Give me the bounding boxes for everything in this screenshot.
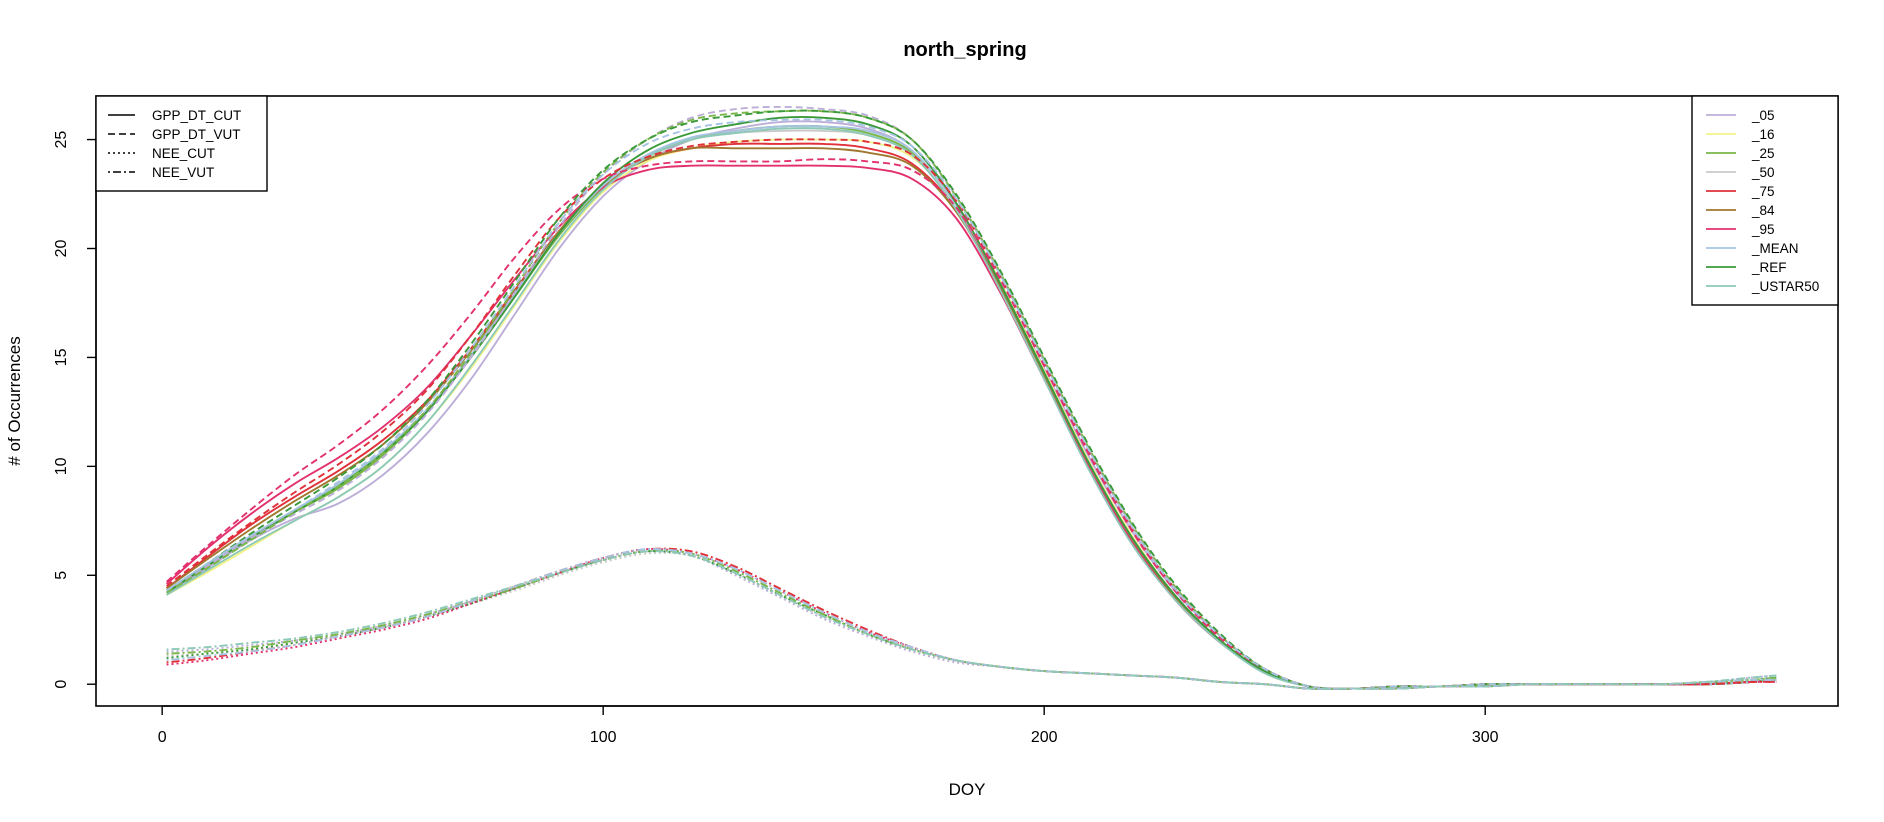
x-tick-label: 0 (158, 729, 167, 746)
legend-suffix-label: _84 (1751, 203, 1775, 218)
chart-title: north_spring (903, 39, 1026, 61)
legend-variable-label: GPP_DT_VUT (152, 127, 241, 142)
x-axis: 0 100 200 300 (158, 705, 1499, 746)
series-line-nee-vut-mean (166, 548, 1777, 690)
series-line-gpp-dt-cut-ref (166, 116, 1777, 690)
legend-suffix-label: _05 (1751, 108, 1775, 123)
x-tick-label: 100 (590, 729, 617, 746)
series-line-gpp-dt-cut-95 (165, 164, 1777, 690)
series-line-gpp-dt-vut-05 (166, 105, 1777, 690)
x-tick-label: 200 (1031, 729, 1058, 746)
series-line-nee-vut-75 (166, 547, 1777, 690)
series-line-gpp-dt-cut-25 (166, 124, 1777, 690)
legend-variable-label: NEE_VUT (152, 165, 214, 180)
series-line-gpp-dt-vut-mean (166, 118, 1777, 690)
y-tick-label: 10 (53, 457, 70, 475)
series-line-gpp-dt-cut-mean (166, 125, 1777, 690)
legend-suffix-label: _50 (1751, 165, 1775, 180)
legend-suffix-label: _16 (1751, 127, 1775, 142)
series-line-nee-vut-ustar50 (166, 550, 1777, 690)
y-tick-label: 25 (53, 131, 70, 149)
legend-suffix-label: _25 (1751, 146, 1775, 161)
legend-suffixes-box (1691, 95, 1839, 306)
legend-suffix-label: _REF (1751, 260, 1787, 275)
series-line-gpp-dt-vut-ref (166, 109, 1777, 690)
series-line-nee-cut-95 (166, 548, 1777, 690)
series-layer (165, 105, 1777, 690)
legend-suffix-label: _MEAN (1751, 241, 1799, 256)
y-tick-label: 0 (53, 680, 70, 689)
series-line-nee-cut-05 (166, 550, 1777, 690)
legend-suffixes: _05 _16 _25 _50 _75 _84 _95 _MEAN _REF _USTAR50 (1691, 95, 1839, 306)
x-tick-label: 300 (1472, 729, 1499, 746)
legend-suffix-label: _USTAR50 (1751, 279, 1819, 294)
series-line-nee-cut-ref (166, 550, 1777, 690)
legend-suffix-label: _75 (1751, 184, 1775, 199)
y-axis-label: # of Occurrences (5, 336, 24, 465)
y-tick-label: 15 (53, 348, 70, 366)
y-axis: 0 5 10 15 20 25 (53, 131, 97, 689)
series-line-nee-vut-25 (166, 549, 1777, 690)
y-tick-label: 5 (53, 571, 70, 580)
x-axis-label: DOY (949, 780, 986, 799)
series-line-gpp-dt-vut-25 (166, 109, 1777, 690)
series-line-gpp-dt-vut-95 (165, 158, 1777, 690)
legend-variable-label: GPP_DT_CUT (152, 108, 241, 123)
plot-area-frame (95, 95, 1839, 707)
y-tick-label: 20 (53, 240, 70, 258)
legend-variables: GPP_DT_CUT GPP_DT_VUT NEE_CUT NEE_VUT (95, 95, 268, 192)
legend-variable-label: NEE_CUT (152, 146, 215, 161)
legend-suffix-label: _95 (1751, 222, 1775, 237)
legend-variables-box (95, 95, 268, 192)
